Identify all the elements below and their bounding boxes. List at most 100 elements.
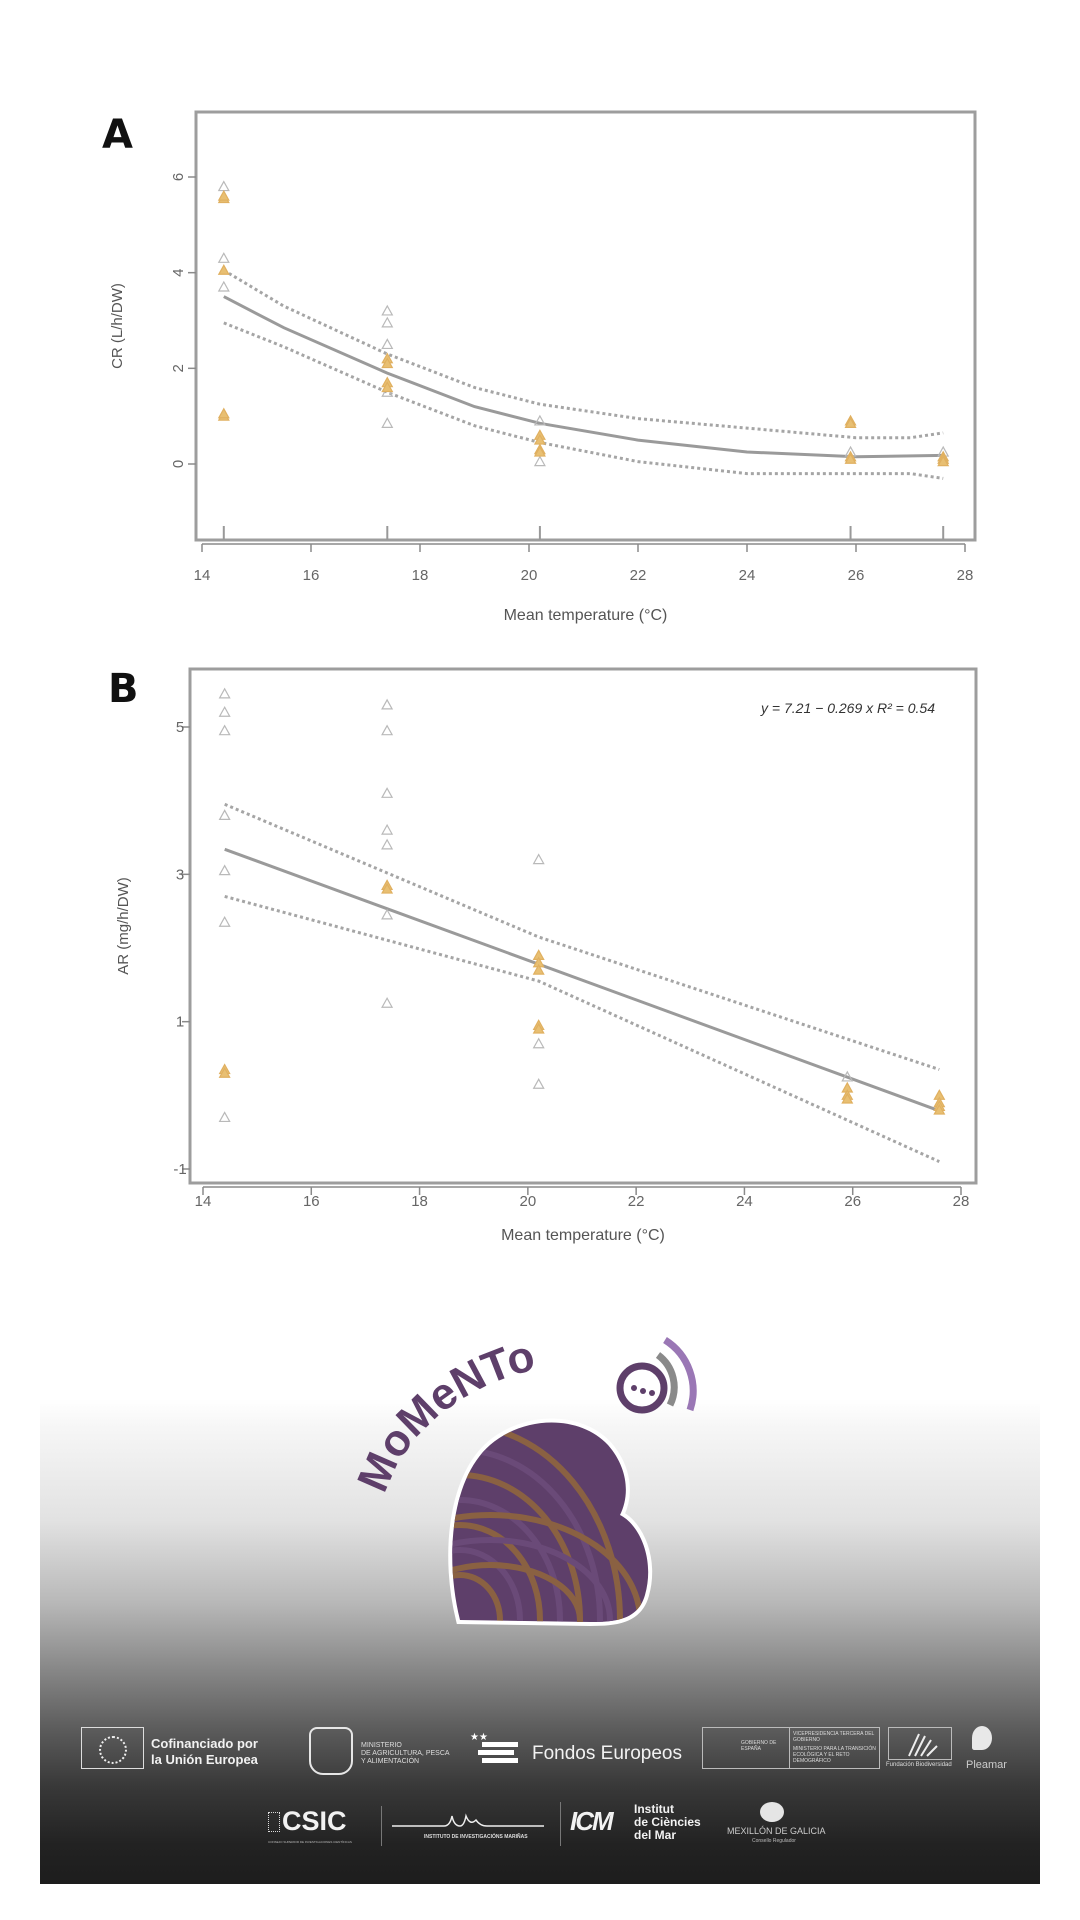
data-point-orange (933, 1103, 946, 1115)
data-point-orange (381, 381, 394, 393)
y-tick-label: 2 (170, 364, 187, 372)
ci-upper-line (223, 269, 944, 440)
speech-signal-icon (616, 1337, 697, 1414)
divider (381, 1806, 382, 1846)
data-point-orange (381, 357, 394, 369)
x-tick-label: 28 (953, 1193, 970, 1210)
y-tick-label: 0 (170, 460, 187, 468)
x-tick-label: 18 (411, 1193, 428, 1210)
eu-line1: Cofinanciado por (151, 1736, 258, 1751)
data-point-orange (937, 455, 950, 467)
x-tick-label: 18 (412, 567, 429, 584)
data-point-gray (218, 864, 231, 876)
data-point-gray (532, 853, 545, 865)
x-tick-label: 24 (739, 567, 756, 584)
x-tick-label: 24 (736, 1193, 753, 1210)
eu-line2: la Unión Europea (151, 1752, 258, 1767)
x-axis-label: Mean temperature (°C) (501, 1227, 665, 1244)
data-point-gray (217, 252, 230, 263)
data-point-orange (217, 264, 230, 275)
icm-line1: Institut (634, 1802, 674, 1816)
y-axis-label: AR (mg/h/DW) (115, 877, 132, 975)
data-point-gray (532, 1037, 545, 1049)
data-point-gray (218, 687, 231, 699)
y-tick-label: 3 (176, 866, 184, 883)
pleamar-text: Pleamar (966, 1759, 1007, 1771)
divider (560, 1802, 561, 1846)
data-point-gray (381, 316, 394, 328)
y-tick-label: 1 (176, 1014, 184, 1031)
iim-logo-icon (392, 1813, 544, 1827)
data-point-orange (217, 189, 230, 201)
panel-label-b: B (108, 666, 139, 712)
plot-frame (188, 667, 978, 1185)
data-point-gray (532, 1078, 545, 1089)
data-point-orange (844, 417, 857, 428)
plot-frame (194, 110, 977, 542)
data-point-gray (381, 698, 394, 710)
iim-text: INSTITUTO DE INVESTIGACIÓNS MARIÑAS (424, 1834, 528, 1840)
csic-text: CSIC (282, 1806, 347, 1836)
mexillon-subtext: Consello Regulador (752, 1838, 796, 1844)
mapa-line3: Y ALIMENTACIÓN (361, 1758, 420, 1765)
data-point-gray (218, 706, 231, 717)
csic-emblem-icon (268, 1812, 280, 1832)
data-point-orange (532, 963, 545, 975)
data-point-gray (381, 724, 394, 736)
x-tick-label: 16 (303, 567, 320, 584)
data-point-gray (381, 787, 394, 798)
fondos-europeos-icon: ★★ (470, 1732, 520, 1770)
data-point-gray (218, 724, 231, 736)
chart-B: 14 16 18 20 22 24 26 28 -1 1 3 5 Mean temperature (°… (115, 667, 978, 1244)
fondos-europeos-text: Fondos Europeos (532, 1743, 682, 1764)
ci-lower-line (223, 321, 944, 480)
x-tick-label: 26 (848, 567, 865, 584)
x-tick-label: 28 (957, 567, 974, 584)
icm-line3: del Mar (634, 1828, 677, 1842)
pleamar-icon (972, 1726, 992, 1750)
x-tick-label: 22 (628, 1193, 645, 1210)
biodiversidad-text: Fundación Biodiversidad (886, 1762, 952, 1768)
eu-cofinanced-text: Cofinanciado por la Unión Europea (151, 1736, 258, 1768)
y-tick-label: -1 (173, 1161, 186, 1178)
data-point-gray (381, 338, 394, 350)
biodiversidad-grass-icon (888, 1727, 952, 1760)
icm-line2: de Ciències (634, 1815, 701, 1829)
gobierno-espana-logo: GOBIERNO DE ESPAÑA VICEPRESIDENCIA TERCE… (702, 1727, 880, 1769)
gobierno-right-text: VICEPRESIDENCIA TERCERA DEL GOBIERNO MIN… (793, 1731, 877, 1764)
panel-label-a: A (102, 112, 133, 158)
data-point-orange (533, 445, 546, 457)
csic-subtext: CONSEJO SUPERIOR DE INVESTIGACIONES CIEN… (268, 1840, 352, 1844)
x-tick-label: 14 (194, 567, 211, 584)
ci-upper-line (224, 802, 940, 1071)
data-point-gray (533, 414, 546, 426)
y-tick-label: 6 (170, 173, 187, 181)
icm-text: Institut de Ciències del Mar (634, 1803, 701, 1842)
data-point-gray (218, 1111, 231, 1123)
data-point-gray (381, 908, 394, 920)
x-tick-label: 14 (195, 1193, 212, 1210)
data-point-gray (218, 809, 231, 821)
x-tick-label: 20 (521, 567, 538, 584)
data-point-gray (218, 915, 231, 927)
charts: 14 16 18 20 22 24 26 28 0 24 6 Mean temperature (°C… (109, 110, 978, 1244)
data-point-orange (532, 1022, 545, 1034)
data-point-gray (381, 838, 394, 850)
x-tick-label: 26 (844, 1193, 861, 1210)
moment-logo: MoMeNTo (348, 1331, 697, 1627)
regression-equation: y = 7.21 − 0.269 x R² = 0.54 (760, 700, 935, 716)
data-point-gray (381, 997, 394, 1008)
icm-mark: ICM (570, 1806, 614, 1836)
y-axis-label: CR (L/h/DW) (109, 283, 126, 369)
data-point-gray (217, 180, 230, 192)
data-point-orange (844, 452, 857, 464)
gobierno-right1: VICEPRESIDENCIA TERCERA DEL GOBIERNO (793, 1731, 875, 1743)
mapa-logo-text: MINISTERIO DE AGRICULTURA, PESCA Y ALIME… (361, 1742, 450, 1766)
fit-line (223, 295, 944, 459)
data-point-gray (841, 1070, 854, 1082)
x-tick-label: 20 (520, 1193, 537, 1210)
data-point-gray (381, 417, 394, 428)
data-point-orange (381, 882, 394, 894)
mexillon-text: MEXILLÓN DE GALICIA (727, 1826, 826, 1836)
